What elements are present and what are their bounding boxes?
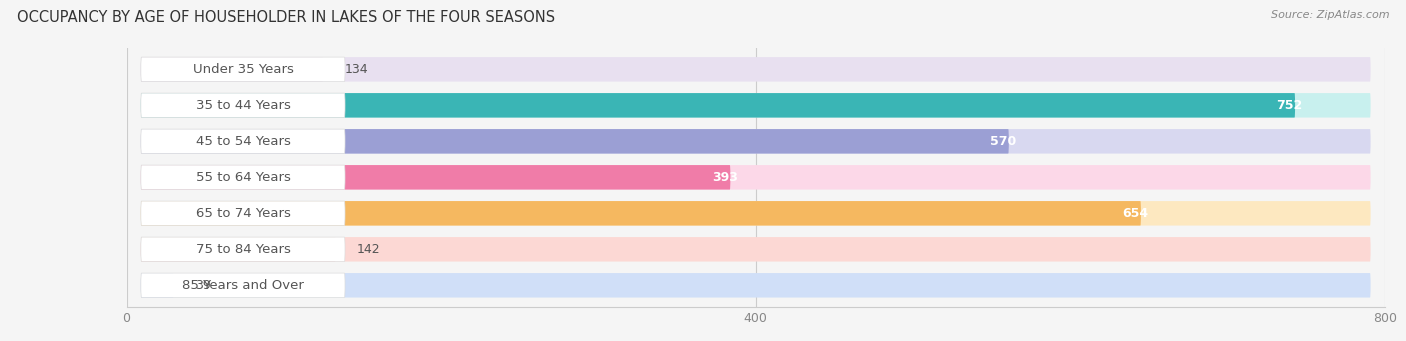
FancyBboxPatch shape: [141, 237, 1371, 262]
Text: 134: 134: [344, 63, 368, 76]
Text: 55 to 64 Years: 55 to 64 Years: [195, 171, 291, 184]
FancyBboxPatch shape: [141, 273, 1371, 298]
FancyBboxPatch shape: [141, 201, 1371, 225]
FancyBboxPatch shape: [141, 273, 173, 298]
Text: 39: 39: [195, 279, 211, 292]
FancyBboxPatch shape: [141, 129, 1010, 153]
FancyBboxPatch shape: [141, 93, 344, 118]
Text: 752: 752: [1277, 99, 1302, 112]
Text: 654: 654: [1122, 207, 1149, 220]
FancyBboxPatch shape: [141, 237, 336, 262]
Text: 75 to 84 Years: 75 to 84 Years: [195, 243, 291, 256]
FancyBboxPatch shape: [141, 165, 1371, 190]
FancyBboxPatch shape: [141, 93, 1371, 118]
FancyBboxPatch shape: [141, 57, 323, 81]
Text: Source: ZipAtlas.com: Source: ZipAtlas.com: [1271, 10, 1389, 20]
FancyBboxPatch shape: [141, 273, 344, 298]
FancyBboxPatch shape: [141, 57, 1371, 81]
FancyBboxPatch shape: [141, 129, 344, 153]
Text: 570: 570: [990, 135, 1017, 148]
Text: 393: 393: [711, 171, 738, 184]
FancyBboxPatch shape: [141, 57, 344, 81]
Text: 45 to 54 Years: 45 to 54 Years: [195, 135, 291, 148]
FancyBboxPatch shape: [141, 201, 1140, 225]
FancyBboxPatch shape: [141, 165, 730, 190]
Text: 35 to 44 Years: 35 to 44 Years: [195, 99, 291, 112]
Text: 85 Years and Over: 85 Years and Over: [181, 279, 304, 292]
Text: OCCUPANCY BY AGE OF HOUSEHOLDER IN LAKES OF THE FOUR SEASONS: OCCUPANCY BY AGE OF HOUSEHOLDER IN LAKES…: [17, 10, 555, 25]
Text: 65 to 74 Years: 65 to 74 Years: [195, 207, 291, 220]
FancyBboxPatch shape: [141, 93, 1295, 118]
Text: 142: 142: [357, 243, 381, 256]
FancyBboxPatch shape: [141, 165, 344, 190]
Text: Under 35 Years: Under 35 Years: [193, 63, 294, 76]
FancyBboxPatch shape: [141, 129, 1371, 153]
FancyBboxPatch shape: [141, 237, 344, 262]
FancyBboxPatch shape: [141, 201, 344, 225]
